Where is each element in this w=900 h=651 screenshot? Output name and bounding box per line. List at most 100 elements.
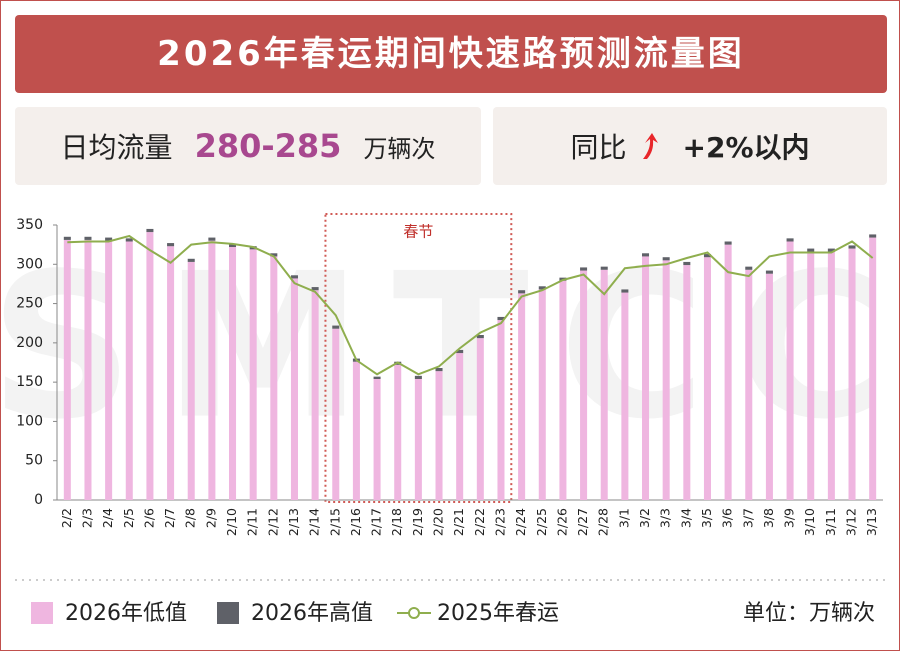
- x-tick-label: 2/16: [348, 508, 363, 536]
- bar: [683, 265, 691, 500]
- legend-marker: [408, 607, 420, 619]
- legend-swatch: [217, 602, 239, 624]
- bar: [765, 270, 773, 274]
- x-tick-label: 3/8: [761, 508, 776, 528]
- bar: [518, 293, 526, 500]
- bar: [497, 320, 505, 500]
- x-tick-label: 2/25: [534, 508, 549, 536]
- x-tick-label: 2/27: [575, 508, 590, 536]
- x-tick-label: 3/6: [720, 508, 735, 528]
- bar: [621, 292, 629, 500]
- stat-box: 日均流量 280-285 万辆次: [15, 107, 481, 185]
- bar: [497, 316, 505, 321]
- bar: [600, 266, 608, 270]
- legend-item: 2026年高值: [217, 601, 373, 626]
- stat-unit: 万辆次: [363, 134, 436, 163]
- y-tick-label: 0: [34, 492, 43, 508]
- unit-label: 单位：万辆次: [743, 601, 875, 626]
- up-arrow: [642, 133, 658, 159]
- bar: [249, 249, 257, 500]
- bar: [662, 260, 670, 500]
- bar: [476, 338, 484, 500]
- bar: [187, 261, 195, 500]
- legend-item: 2026年低值: [31, 601, 187, 626]
- legend-label: 2026年低值: [65, 601, 187, 626]
- bar: [229, 247, 237, 500]
- legend-item: 2025年春运: [397, 601, 559, 626]
- y-tick-label: 250: [16, 296, 43, 312]
- bar: [745, 269, 753, 500]
- legend-label: 2026年高值: [251, 601, 373, 626]
- x-tick-label: 3/7: [740, 508, 755, 528]
- x-tick-label: 3/5: [699, 508, 714, 528]
- x-tick-label: 2/18: [389, 508, 404, 536]
- bar: [435, 371, 443, 500]
- bar: [745, 266, 753, 270]
- x-tick-label: 2/22: [472, 508, 487, 536]
- bar: [167, 243, 175, 247]
- bar: [125, 238, 133, 242]
- bar: [703, 254, 711, 258]
- y-tick-label: 50: [25, 453, 43, 469]
- bar: [476, 335, 484, 339]
- x-tick-label: 3/11: [823, 508, 838, 536]
- bar: [848, 245, 856, 249]
- bar: [786, 241, 794, 500]
- bar: [703, 257, 711, 500]
- bar: [538, 286, 546, 290]
- bar: [683, 261, 691, 266]
- bar: [84, 236, 92, 240]
- festival-label: 春节: [403, 223, 433, 241]
- bar: [332, 328, 340, 500]
- bar: [352, 361, 360, 500]
- bar: [642, 256, 650, 500]
- x-tick-label: 2/5: [121, 508, 136, 528]
- x-tick-label: 2/9: [203, 508, 218, 528]
- bar: [662, 257, 670, 261]
- x-tick-label: 2/26: [554, 508, 569, 536]
- bar: [125, 241, 133, 500]
- bar: [414, 379, 422, 500]
- x-tick-label: 3/4: [678, 508, 693, 528]
- bar: [435, 368, 443, 372]
- x-tick-label: 2/4: [100, 508, 115, 528]
- x-tick-label: 2/2: [59, 508, 74, 528]
- x-tick-label: 2/11: [245, 508, 260, 536]
- bar: [827, 248, 835, 252]
- x-tick-label: 3/3: [658, 508, 673, 528]
- stat-box: 同比 +2%以内: [493, 107, 887, 185]
- y-tick-label: 150: [16, 374, 43, 390]
- bar: [827, 251, 835, 500]
- bar: [848, 248, 856, 500]
- bar: [414, 375, 422, 379]
- bar: [869, 234, 877, 238]
- bar: [311, 290, 319, 500]
- x-tick-label: 2/8: [183, 508, 198, 528]
- x-tick-label: 2/6: [141, 508, 156, 528]
- bar: [642, 253, 650, 257]
- bar: [600, 269, 608, 500]
- bar: [290, 278, 298, 500]
- bar: [559, 280, 567, 500]
- bar: [146, 228, 154, 233]
- bar: [580, 267, 588, 271]
- bar: [84, 239, 92, 500]
- x-tick-label: 2/13: [286, 508, 301, 536]
- watermark: SMTCC: [1, 231, 899, 464]
- x-tick-label: 3/10: [802, 508, 817, 536]
- bar: [538, 289, 546, 500]
- bar: [807, 251, 815, 500]
- x-tick-label: 3/2: [637, 508, 652, 528]
- bar: [394, 364, 402, 500]
- bar: [807, 248, 815, 252]
- bar: [187, 258, 195, 262]
- x-tick-label: 3/12: [844, 508, 859, 536]
- x-tick-label: 2/7: [162, 508, 177, 528]
- legend-swatch: [31, 602, 53, 624]
- bar: [146, 232, 154, 501]
- bar: [167, 246, 175, 500]
- x-tick-label: 2/14: [307, 508, 322, 536]
- stat-value: +2%以内: [682, 131, 810, 164]
